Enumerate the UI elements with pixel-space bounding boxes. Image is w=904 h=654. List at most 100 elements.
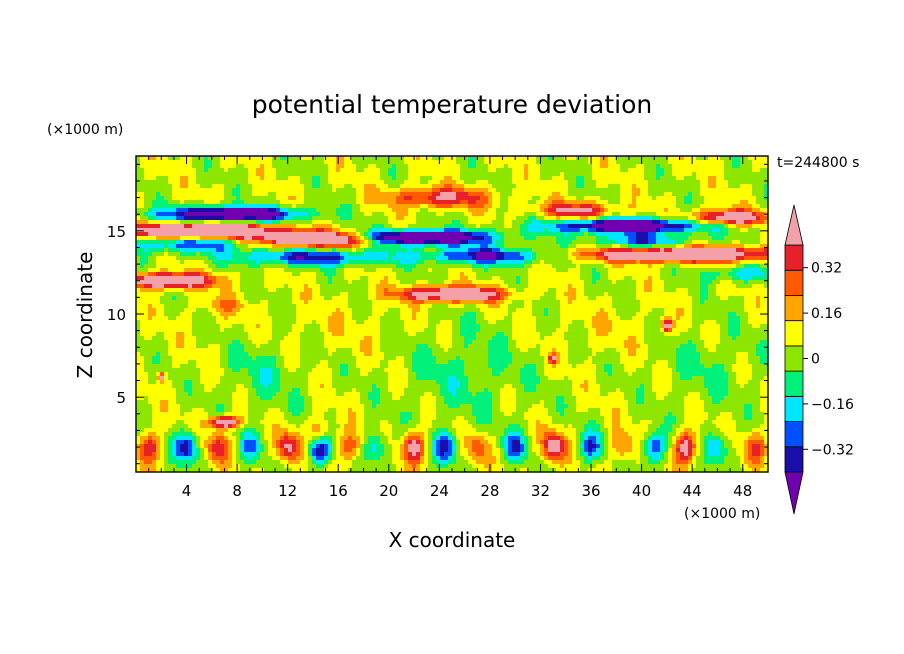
contour-cell xyxy=(316,256,321,261)
contour-cell xyxy=(136,200,141,205)
contour-cell xyxy=(408,280,413,285)
contour-cell xyxy=(168,280,173,285)
contour-cell xyxy=(228,276,233,281)
contour-cell xyxy=(556,204,561,209)
contour-cell xyxy=(172,196,177,201)
contour-cell xyxy=(584,180,589,185)
contour-cell xyxy=(320,228,325,233)
contour-cell xyxy=(668,208,673,213)
contour-cell xyxy=(448,176,453,181)
contour-cell xyxy=(140,164,145,169)
contour-cell xyxy=(412,280,417,285)
contour-cell xyxy=(316,172,321,177)
contour-cell xyxy=(688,236,693,241)
contour-cell xyxy=(172,188,177,193)
contour-cell xyxy=(524,172,529,177)
contour-cell xyxy=(732,168,737,173)
contour-cell xyxy=(648,272,653,277)
contour-cell xyxy=(688,192,693,197)
contour-cell xyxy=(676,188,681,193)
contour-cell xyxy=(424,244,429,249)
contour-cell xyxy=(340,200,345,205)
contour-cell xyxy=(732,252,737,257)
contour-cell xyxy=(188,280,193,285)
contour-cell xyxy=(236,280,241,285)
contour-cell xyxy=(200,280,205,285)
contour-cell xyxy=(412,188,417,193)
contour-cell xyxy=(164,260,169,265)
contour-cell xyxy=(220,168,225,173)
contour-cell xyxy=(352,212,357,217)
contour-cell xyxy=(380,172,385,177)
contour-cell xyxy=(668,240,673,245)
contour-cell xyxy=(724,180,729,185)
contour-cell xyxy=(500,236,505,241)
contour-cell xyxy=(368,180,373,185)
contour-cell xyxy=(556,244,561,249)
contour-cell xyxy=(188,192,193,197)
contour-cell xyxy=(716,276,721,281)
contour-cell xyxy=(284,236,289,241)
contour-cell xyxy=(720,236,725,241)
contour-cell xyxy=(308,228,313,233)
contour-cell xyxy=(308,168,313,173)
contour-cell xyxy=(392,268,397,273)
contour-cell xyxy=(432,156,437,161)
contour-cell xyxy=(360,192,365,197)
contour-cell xyxy=(248,192,253,197)
contour-cell xyxy=(712,200,717,205)
contour-cell xyxy=(148,240,153,245)
contour-cell xyxy=(660,160,665,165)
contour-cell xyxy=(572,224,577,229)
contour-cell xyxy=(336,240,341,245)
contour-cell xyxy=(468,172,473,177)
contour-cell xyxy=(752,276,757,281)
contour-cell xyxy=(244,208,249,213)
contour-cell xyxy=(576,164,581,169)
contour-cell xyxy=(640,256,645,261)
contour-cell xyxy=(292,188,297,193)
contour-cell xyxy=(756,184,761,189)
contour-cell xyxy=(700,192,705,197)
contour-cell xyxy=(316,220,321,225)
contour-cell xyxy=(192,160,197,165)
contour-cell xyxy=(484,192,489,197)
contour-cell xyxy=(392,172,397,177)
contour-cell xyxy=(660,252,665,257)
contour-cell xyxy=(140,256,145,261)
contour-cell xyxy=(432,276,437,281)
contour-cell xyxy=(244,236,249,241)
contour-cell xyxy=(416,272,421,277)
contour-cell xyxy=(188,172,193,177)
contour-cell xyxy=(724,156,729,161)
contour-cell xyxy=(460,244,465,249)
contour-cell xyxy=(168,224,173,229)
contour-cell xyxy=(244,260,249,265)
contour-cell xyxy=(540,240,545,245)
contour-cell xyxy=(576,192,581,197)
contour-cell xyxy=(168,272,173,277)
contour-cell xyxy=(596,224,601,229)
contour-cell xyxy=(624,260,629,265)
contour-cell xyxy=(596,204,601,209)
contour-cell xyxy=(328,244,333,249)
contour-cell xyxy=(600,216,605,221)
contour-cell xyxy=(752,228,757,233)
contour-cell xyxy=(480,164,485,169)
contour-cell xyxy=(640,268,645,273)
contour-cell xyxy=(588,168,593,173)
contour-cell xyxy=(300,196,305,201)
contour-cell xyxy=(736,216,741,221)
contour-cell xyxy=(376,216,381,221)
time-label: t=244800 s xyxy=(777,155,859,171)
contour-cell xyxy=(624,276,629,281)
contour-cell xyxy=(592,244,597,249)
contour-cell xyxy=(180,228,185,233)
contour-cell xyxy=(608,192,613,197)
contour-cell xyxy=(444,224,449,229)
contour-cell xyxy=(684,236,689,241)
contour-cell xyxy=(216,248,221,253)
contour-cell xyxy=(356,180,361,185)
contour-cell xyxy=(612,264,617,269)
contour-cell xyxy=(672,168,677,173)
